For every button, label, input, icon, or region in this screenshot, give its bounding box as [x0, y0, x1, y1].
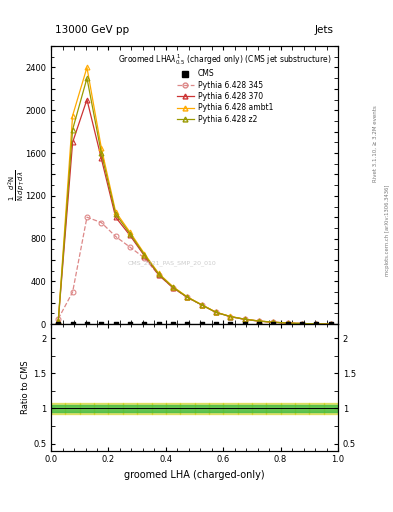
Text: Jets: Jets — [315, 25, 334, 35]
Text: CMS_2021_PAS_SMP_20_010: CMS_2021_PAS_SMP_20_010 — [127, 260, 216, 266]
Point — [55, 320, 61, 328]
Point — [242, 320, 248, 328]
Point — [156, 320, 162, 328]
Text: 13000 GeV pp: 13000 GeV pp — [55, 25, 129, 35]
Point — [198, 320, 205, 328]
Text: mcplots.cern.ch [arXiv:1306.3436]: mcplots.cern.ch [arXiv:1306.3436] — [385, 185, 389, 276]
Point — [285, 320, 291, 328]
Point — [127, 320, 133, 328]
Y-axis label: Ratio to CMS: Ratio to CMS — [21, 360, 30, 414]
Point — [299, 320, 305, 328]
X-axis label: groomed LHA (charged-only): groomed LHA (charged-only) — [124, 470, 265, 480]
Point — [270, 320, 277, 328]
Point — [184, 320, 191, 328]
Point — [313, 320, 320, 328]
Point — [213, 320, 219, 328]
Point — [170, 320, 176, 328]
Point — [70, 320, 76, 328]
Point — [84, 320, 90, 328]
Point — [98, 320, 105, 328]
Legend: CMS, Pythia 6.428 345, Pythia 6.428 370, Pythia 6.428 ambt1, Pythia 6.428 z2: CMS, Pythia 6.428 345, Pythia 6.428 370,… — [116, 50, 334, 126]
Point — [328, 320, 334, 328]
Point — [256, 320, 262, 328]
Point — [141, 320, 147, 328]
Point — [227, 320, 233, 328]
Point — [112, 320, 119, 328]
Text: Rivet 3.1.10, ≥ 3.2M events: Rivet 3.1.10, ≥ 3.2M events — [373, 105, 378, 182]
Text: $\frac{1}{\mathrm{N}}\frac{d^2\mathrm{N}}{d\,p_T\,d\,\lambda}$: $\frac{1}{\mathrm{N}}\frac{d^2\mathrm{N}… — [6, 169, 27, 201]
